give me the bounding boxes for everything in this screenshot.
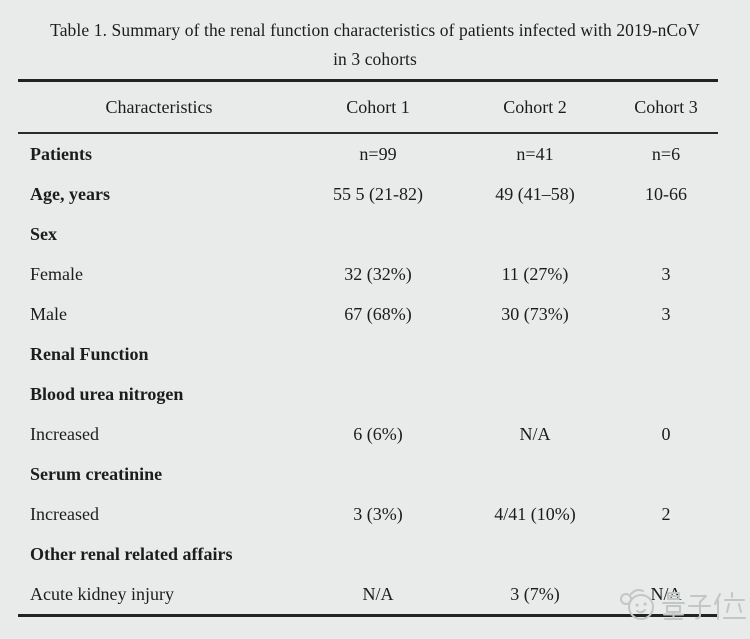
row-value: 10-66 bbox=[645, 183, 687, 204]
row-value: 2 bbox=[661, 503, 671, 524]
table-row: Male 67 (68%) 30 (73%) 3 bbox=[18, 294, 718, 334]
col-header-cohort3: Cohort 3 bbox=[634, 96, 698, 117]
table-title-line1: Table 1. Summary of the renal function c… bbox=[50, 20, 700, 40]
table-row: Increased 6 (6%) N/A 0 bbox=[18, 414, 718, 454]
header-divider-rule bbox=[18, 132, 718, 134]
row-value: 55 5 (21-82) bbox=[333, 183, 423, 204]
table-bottom-rule bbox=[18, 614, 718, 617]
row-value: N/A bbox=[519, 423, 551, 444]
row-value: 6 (6%) bbox=[353, 423, 403, 444]
table-row: Age, years 55 5 (21-82) 49 (41–58) 10-66 bbox=[18, 174, 718, 214]
row-label: Serum creatinine bbox=[30, 463, 163, 484]
row-value: 3 bbox=[661, 303, 671, 324]
table-header-row: Characteristics Cohort 1 Cohort 2 Cohort… bbox=[18, 82, 718, 132]
table-row: Acute kidney injury N/A 3 (7%) N/A bbox=[18, 574, 718, 614]
row-value: 30 (73%) bbox=[501, 303, 569, 324]
row-value: n=99 bbox=[359, 143, 397, 164]
row-label: Other renal related affairs bbox=[30, 543, 233, 564]
row-label: Increased bbox=[30, 423, 99, 444]
row-value: 3 (7%) bbox=[510, 583, 560, 604]
table-row: Patients n=99 n=41 n=6 bbox=[18, 134, 718, 174]
row-value: 32 (32%) bbox=[344, 263, 412, 284]
row-value: 4/41 (10%) bbox=[494, 503, 576, 524]
row-label: Patients bbox=[30, 143, 92, 164]
row-label: Renal Function bbox=[30, 343, 149, 364]
row-label: Female bbox=[30, 263, 83, 284]
col-header-characteristics: Characteristics bbox=[105, 96, 213, 117]
col-header-cohort1: Cohort 1 bbox=[346, 96, 410, 117]
row-label: Increased bbox=[30, 503, 99, 524]
col-header-cohort2: Cohort 2 bbox=[503, 96, 567, 117]
table-body: Patients n=99 n=41 n=6 Age, years 55 5 (21-82… bbox=[18, 134, 718, 614]
row-value: n=6 bbox=[651, 143, 681, 164]
renal-function-table: Characteristics Cohort 1 Cohort 2 Cohort… bbox=[18, 79, 718, 617]
row-value: 0 bbox=[661, 423, 671, 444]
row-label: Blood urea nitrogen bbox=[30, 383, 184, 404]
row-value: 67 (68%) bbox=[344, 303, 412, 324]
row-value: n=41 bbox=[516, 143, 554, 164]
table-row: Female 32 (32%) 11 (27%) 3 bbox=[18, 254, 718, 294]
table-row: Increased 3 (3%) 4/41 (10%) 2 bbox=[18, 494, 718, 534]
row-label: Age, years bbox=[30, 183, 110, 204]
row-value: 3 bbox=[661, 263, 671, 284]
table-title-line2: in 3 cohorts bbox=[333, 49, 417, 69]
table-top-rule bbox=[18, 79, 718, 82]
table-title: Table 1. Summary of the renal function c… bbox=[0, 16, 750, 74]
row-value: N/A bbox=[362, 583, 394, 604]
table-row: Sex bbox=[18, 214, 718, 254]
row-label: Male bbox=[30, 303, 67, 324]
row-label: Sex bbox=[30, 223, 57, 244]
row-value: 3 (3%) bbox=[353, 503, 403, 524]
table-row: Serum creatinine bbox=[18, 454, 718, 494]
row-value: N/A bbox=[650, 583, 682, 604]
row-value: 11 (27%) bbox=[501, 263, 569, 284]
table-row: Renal Function bbox=[18, 334, 718, 374]
row-value: 49 (41–58) bbox=[495, 183, 575, 204]
table-row: Other renal related affairs bbox=[18, 534, 718, 574]
table-row: Blood urea nitrogen bbox=[18, 374, 718, 414]
row-label: Acute kidney injury bbox=[30, 583, 174, 604]
